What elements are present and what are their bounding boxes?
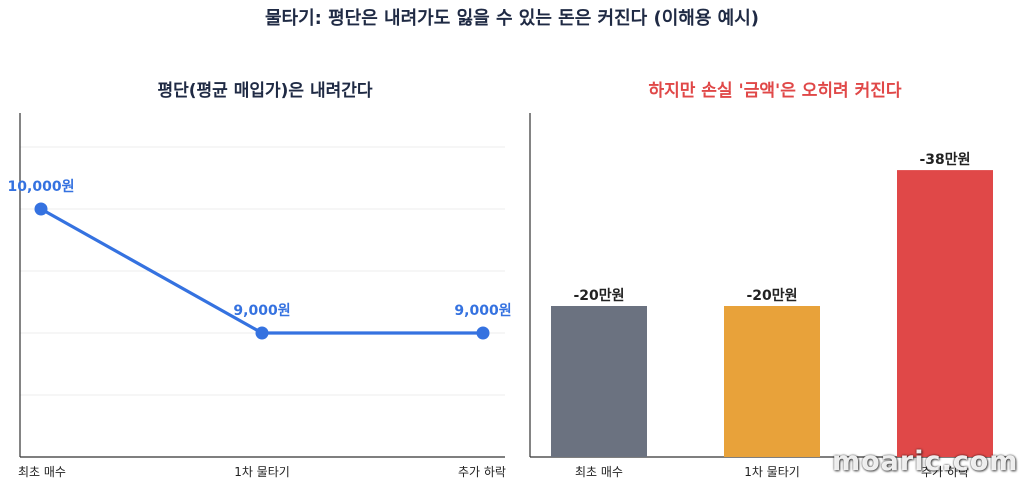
line-chart-tick-label: 1차 물타기 bbox=[234, 465, 290, 479]
line-chart-point bbox=[476, 326, 490, 340]
bar-chart-tick-label: 추가 하락 bbox=[921, 465, 969, 479]
line-chart-data-label: 10,000원 bbox=[8, 179, 75, 195]
bar-chart-tick-label: 1차 물타기 bbox=[744, 465, 800, 479]
page-title: 물타기: 평단은 내려가도 잃을 수 있는 돈은 커진다 (이해용 예시) bbox=[264, 8, 760, 29]
watermark: moaric.com bbox=[832, 446, 1019, 477]
bar-chart-bar bbox=[724, 306, 820, 457]
bar-chart-data-label: -38만원 bbox=[919, 152, 970, 168]
bar-chart-bar bbox=[551, 306, 647, 457]
bar-chart-data-label: -20만원 bbox=[746, 288, 797, 304]
line-chart-tick-label: 추가 하락 bbox=[458, 465, 506, 479]
bar-chart-bar bbox=[897, 170, 993, 457]
line-chart-data-label: 9,000원 bbox=[233, 303, 290, 319]
line-chart-point bbox=[34, 202, 48, 216]
bar-chart-data-label: -20만원 bbox=[573, 288, 624, 304]
bar-chart-tick-label: 최초 매수 bbox=[575, 465, 623, 479]
line-chart-point bbox=[255, 326, 269, 340]
line-chart-tick-label: 최초 매수 bbox=[18, 465, 66, 479]
line-chart-data-label: 9,000원 bbox=[454, 303, 511, 319]
bar-chart-title: 하지만 손실 '금액'은 오히려 커진다 bbox=[648, 81, 902, 101]
line-chart-title: 평단(평균 매입가)은 내려간다 bbox=[157, 81, 373, 101]
